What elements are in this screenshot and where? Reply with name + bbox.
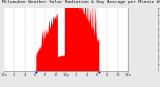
- Text: Milwaukee Weather Solar Radiation & Day Average per Minute W/m² (Today): Milwaukee Weather Solar Radiation & Day …: [2, 0, 160, 4]
